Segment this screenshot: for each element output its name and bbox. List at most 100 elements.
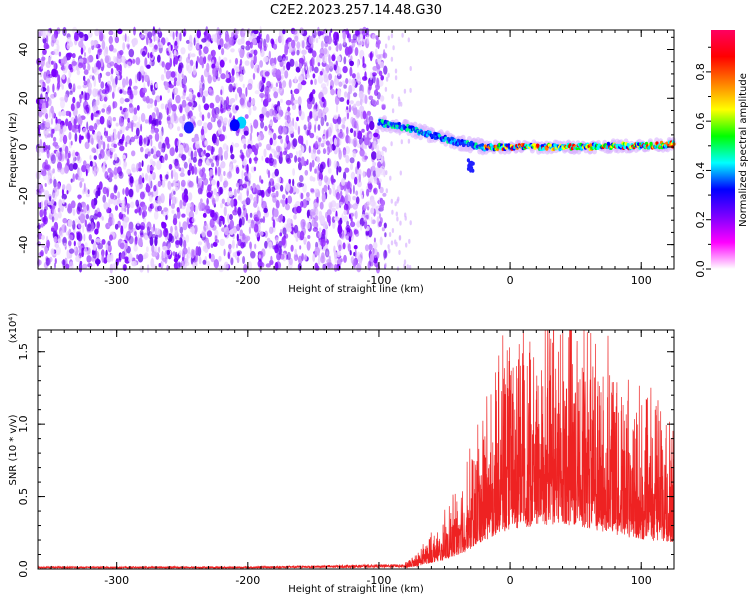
- noise-dot: [342, 242, 346, 250]
- noise-dot: [317, 30, 322, 37]
- noise-dot: [101, 40, 106, 50]
- noise-dot: [307, 48, 314, 54]
- x-tick-label: -300: [104, 274, 129, 287]
- noise-dot: [312, 50, 317, 58]
- noise-blob: [229, 119, 240, 132]
- noise-dot: [349, 187, 352, 195]
- noise-dot: [143, 137, 147, 145]
- noise-dot: [119, 97, 125, 104]
- noise-dot: [188, 157, 193, 164]
- noise-dot: [45, 101, 49, 109]
- noise-dot: [155, 83, 158, 89]
- noise-dot: [317, 74, 324, 84]
- noise-dot: [333, 63, 336, 70]
- noise-dot: [215, 138, 220, 147]
- noise-dot: [201, 52, 206, 58]
- snr-y-ticks: 0.0 0.5 1.0 1.5: [17, 336, 674, 578]
- noise-dot: [157, 30, 163, 39]
- noise-dot: [81, 57, 88, 65]
- noise-dot: [372, 65, 378, 72]
- noise-dot: [68, 131, 72, 141]
- noise-dot: [181, 213, 186, 218]
- track-core: [623, 145, 627, 150]
- noise-dot: [220, 89, 223, 96]
- noise-dot: [125, 126, 129, 131]
- noise-dot: [351, 73, 356, 79]
- noise-dot: [241, 65, 245, 71]
- noise-dot: [110, 75, 114, 82]
- y-tick-label: 1.5: [17, 343, 30, 361]
- noise-dot: [356, 75, 362, 84]
- noise-dot: [169, 147, 175, 157]
- noise-dot: [188, 192, 193, 201]
- noise-dot: [39, 70, 43, 78]
- noise-dot: [192, 65, 197, 76]
- noise-dot: [70, 103, 75, 112]
- noise-dot: [327, 168, 332, 174]
- noise-dot: [127, 252, 133, 263]
- noise-dot: [276, 105, 282, 113]
- noise-dot: [84, 92, 90, 101]
- noise-dot: [239, 58, 243, 66]
- noise-dot: [175, 94, 181, 104]
- noise-dot: [328, 187, 332, 195]
- x-tick-label: 0: [507, 574, 514, 587]
- noise-dot: [390, 240, 394, 246]
- noise-dot: [86, 204, 90, 211]
- noise-dot: [347, 91, 351, 102]
- noise-dot: [47, 56, 51, 67]
- noise-dot: [348, 84, 353, 95]
- noise-dot: [364, 137, 370, 146]
- noise-dot: [264, 240, 268, 249]
- noise-dot: [72, 208, 76, 216]
- noise-dot: [148, 42, 155, 48]
- noise-dot: [227, 108, 231, 115]
- noise-dot: [212, 67, 218, 77]
- noise-dot: [253, 148, 258, 156]
- noise-dot: [346, 99, 350, 105]
- noise-dot: [311, 159, 315, 168]
- noise-dot: [359, 257, 362, 266]
- noise-dot: [391, 228, 395, 233]
- noise-dot: [249, 223, 255, 229]
- noise-dot: [209, 102, 215, 109]
- noise-dot: [142, 29, 149, 34]
- noise-dot: [217, 127, 222, 135]
- noise-dot: [324, 108, 328, 114]
- noise-dot: [178, 250, 182, 256]
- noise-dot: [285, 182, 291, 192]
- noise-dot: [275, 82, 278, 88]
- noise-dot: [136, 105, 140, 111]
- noise-dot: [243, 130, 249, 136]
- noise-dot: [82, 189, 85, 195]
- noise-dot: [151, 233, 156, 239]
- noise-dot: [195, 245, 199, 256]
- noise-dot: [359, 148, 365, 157]
- noise-dot: [182, 199, 187, 207]
- noise-dot: [378, 213, 382, 219]
- noise-dot: [162, 257, 166, 263]
- noise-dot: [363, 35, 366, 40]
- noise-dot: [78, 93, 84, 99]
- noise-dot: [145, 174, 150, 182]
- noise-dot: [326, 209, 332, 216]
- spectrogram-signal-track: [376, 115, 677, 173]
- noise-dot: [244, 60, 250, 66]
- noise-dot: [187, 64, 193, 74]
- noise-dot: [167, 243, 171, 249]
- noise-dot: [124, 33, 127, 42]
- noise-dot: [49, 195, 52, 202]
- noise-dot: [382, 192, 387, 197]
- noise-dot: [154, 44, 158, 50]
- noise-dot: [211, 34, 216, 42]
- noise-dot: [253, 29, 259, 35]
- noise-dot: [405, 242, 408, 248]
- noise-dot: [183, 84, 187, 93]
- noise-dot: [269, 137, 273, 146]
- noise-dot: [369, 199, 376, 207]
- noise-dot: [106, 136, 112, 143]
- noise-dot: [342, 66, 348, 74]
- noise-dot: [265, 110, 270, 118]
- noise-dot: [57, 161, 62, 171]
- noise-dot: [93, 122, 98, 131]
